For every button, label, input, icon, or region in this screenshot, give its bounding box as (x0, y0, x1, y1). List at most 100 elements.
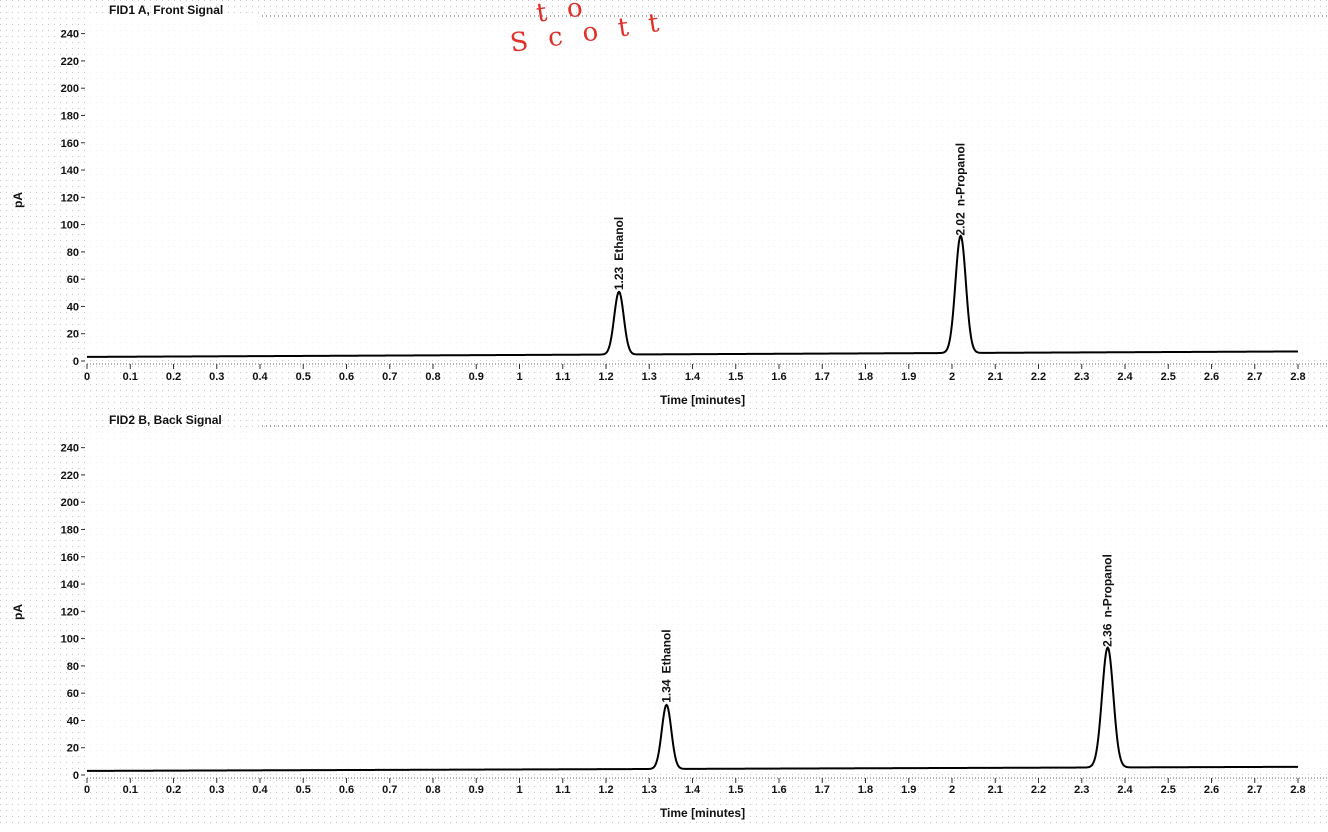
x-tick-label: 1 (516, 371, 522, 383)
peak-compound-name: Ethanol (612, 217, 626, 261)
y-tick-label: 140 (61, 579, 79, 591)
plot-area (87, 14, 1328, 359)
y-tick-label: 20 (67, 329, 79, 341)
x-tick-label: 2.6 (1204, 371, 1219, 383)
x-tick-label: 0.4 (252, 371, 268, 383)
plot-area (87, 428, 1328, 773)
y-tick-label: 140 (61, 165, 79, 177)
x-tick-label: 0.5 (296, 371, 311, 383)
x-tick-label: 2.2 (1031, 371, 1046, 383)
y-tick-label: 0 (73, 770, 79, 782)
peak-label-1: 1.23 Ethanol (612, 217, 626, 290)
x-tick-label: 2.3 (1074, 784, 1089, 796)
y-tick-label: 180 (61, 524, 79, 536)
y-tick-label: 20 (67, 743, 79, 755)
x-tick-label: 0.1 (123, 784, 138, 796)
y-tick-label: 200 (61, 497, 79, 509)
x-tick-label: 2.1 (988, 371, 1003, 383)
peak-compound-name: n-Propanol (1101, 554, 1115, 617)
y-tick-label: 80 (67, 247, 79, 259)
x-tick-label: 1.5 (728, 371, 743, 383)
y-tick-label: 100 (61, 634, 79, 646)
y-tick-label: 180 (61, 110, 79, 122)
peak-retention-time: 1.34 (660, 679, 674, 703)
x-tick-label: 2.4 (1117, 371, 1133, 383)
x-tick-label: 1.3 (642, 784, 657, 796)
x-tick-label: 2.5 (1161, 371, 1176, 383)
x-tick-label: 0.9 (469, 371, 484, 383)
y-tick-label: 240 (61, 29, 79, 41)
y-axis-title: pA (11, 192, 25, 208)
x-tick-label: 2.1 (988, 784, 1003, 796)
x-tick-label: 1.2 (598, 371, 613, 383)
x-tick-label: 0.8 (425, 371, 440, 383)
x-tick-label: 0 (84, 784, 90, 796)
watermark: t o S c o t t s (508, 0, 660, 52)
y-tick-label: 200 (61, 83, 79, 95)
y-tick-label: 40 (67, 301, 79, 313)
x-tick-label: 1.2 (598, 784, 613, 796)
peak-compound-name: Ethanol (660, 629, 674, 673)
x-tick-label: 1.8 (858, 784, 873, 796)
x-tick-label: 0.2 (166, 371, 181, 383)
x-tick-label: 2.5 (1161, 784, 1176, 796)
x-tick-label: 2 (949, 784, 955, 796)
peak-label-2: 2.02 n-Propanol (954, 143, 968, 236)
x-tick-label: 1.4 (685, 784, 701, 796)
x-tick-label: 0.7 (382, 784, 397, 796)
y-tick-label: 40 (67, 715, 79, 727)
y-tick-label: 120 (61, 606, 79, 618)
x-tick-label: 0.4 (252, 784, 268, 796)
x-tick-label: 2.7 (1247, 784, 1262, 796)
x-tick-label: 0 (84, 371, 90, 383)
y-tick-label: 240 (61, 443, 79, 455)
x-tick-label: 1.7 (815, 371, 830, 383)
y-tick-label: 60 (67, 688, 79, 700)
x-tick-label: 0.8 (425, 784, 440, 796)
x-tick-label: 1.1 (555, 371, 570, 383)
x-tick-label: 1.7 (815, 784, 830, 796)
peak-label-1: 1.34 Ethanol (660, 629, 674, 702)
y-tick-label: 220 (61, 56, 79, 68)
peak-compound-name: n-Propanol (954, 143, 968, 206)
peak-label-2: 2.36 n-Propanol (1101, 554, 1115, 647)
y-tick-label: 60 (67, 274, 79, 286)
signal-trace (86, 646, 1299, 772)
y-tick-label: 160 (61, 138, 79, 150)
x-tick-label: 2.6 (1204, 784, 1219, 796)
x-tick-label: 1.4 (685, 371, 701, 383)
panel-title: FID2 B, Back Signal (109, 413, 222, 427)
panel-title: FID1 A, Front Signal (109, 3, 223, 17)
x-tick-label: 1 (516, 784, 522, 796)
x-tick-label: 0.1 (123, 371, 138, 383)
chart-panel-2: FID2 B, Back Signal020406080100120140160… (11, 413, 1328, 820)
x-tick-label: 1.5 (728, 784, 743, 796)
x-tick-label: 0.5 (296, 784, 311, 796)
x-tick-label: 2.4 (1117, 784, 1133, 796)
x-tick-label: 1.9 (901, 784, 916, 796)
peak-retention-time: 2.36 (1101, 623, 1115, 647)
x-tick-label: 0.3 (209, 371, 224, 383)
x-tick-label: 0.6 (339, 784, 354, 796)
y-tick-label: 160 (61, 552, 79, 564)
x-tick-label: 1.8 (858, 371, 873, 383)
chart-panel-1: FID1 A, Front Signal02040608010012014016… (11, 3, 1328, 407)
x-axis-title: Time [minutes] (660, 393, 745, 407)
x-tick-label: 0.3 (209, 784, 224, 796)
y-axis-title: pA (11, 604, 25, 620)
x-tick-label: 2.3 (1074, 371, 1089, 383)
signal-trace (86, 234, 1299, 358)
x-tick-label: 2.8 (1290, 371, 1305, 383)
x-tick-label: 2.8 (1290, 784, 1305, 796)
y-tick-label: 0 (73, 356, 79, 368)
x-tick-label: 2 (949, 371, 955, 383)
x-tick-label: 0.7 (382, 371, 397, 383)
y-tick-label: 80 (67, 661, 79, 673)
x-tick-label: 2.7 (1247, 371, 1262, 383)
x-tick-label: 1.1 (555, 784, 570, 796)
y-tick-label: 120 (61, 192, 79, 204)
x-tick-label: 0.6 (339, 371, 354, 383)
peak-retention-time: 2.02 (954, 212, 968, 236)
